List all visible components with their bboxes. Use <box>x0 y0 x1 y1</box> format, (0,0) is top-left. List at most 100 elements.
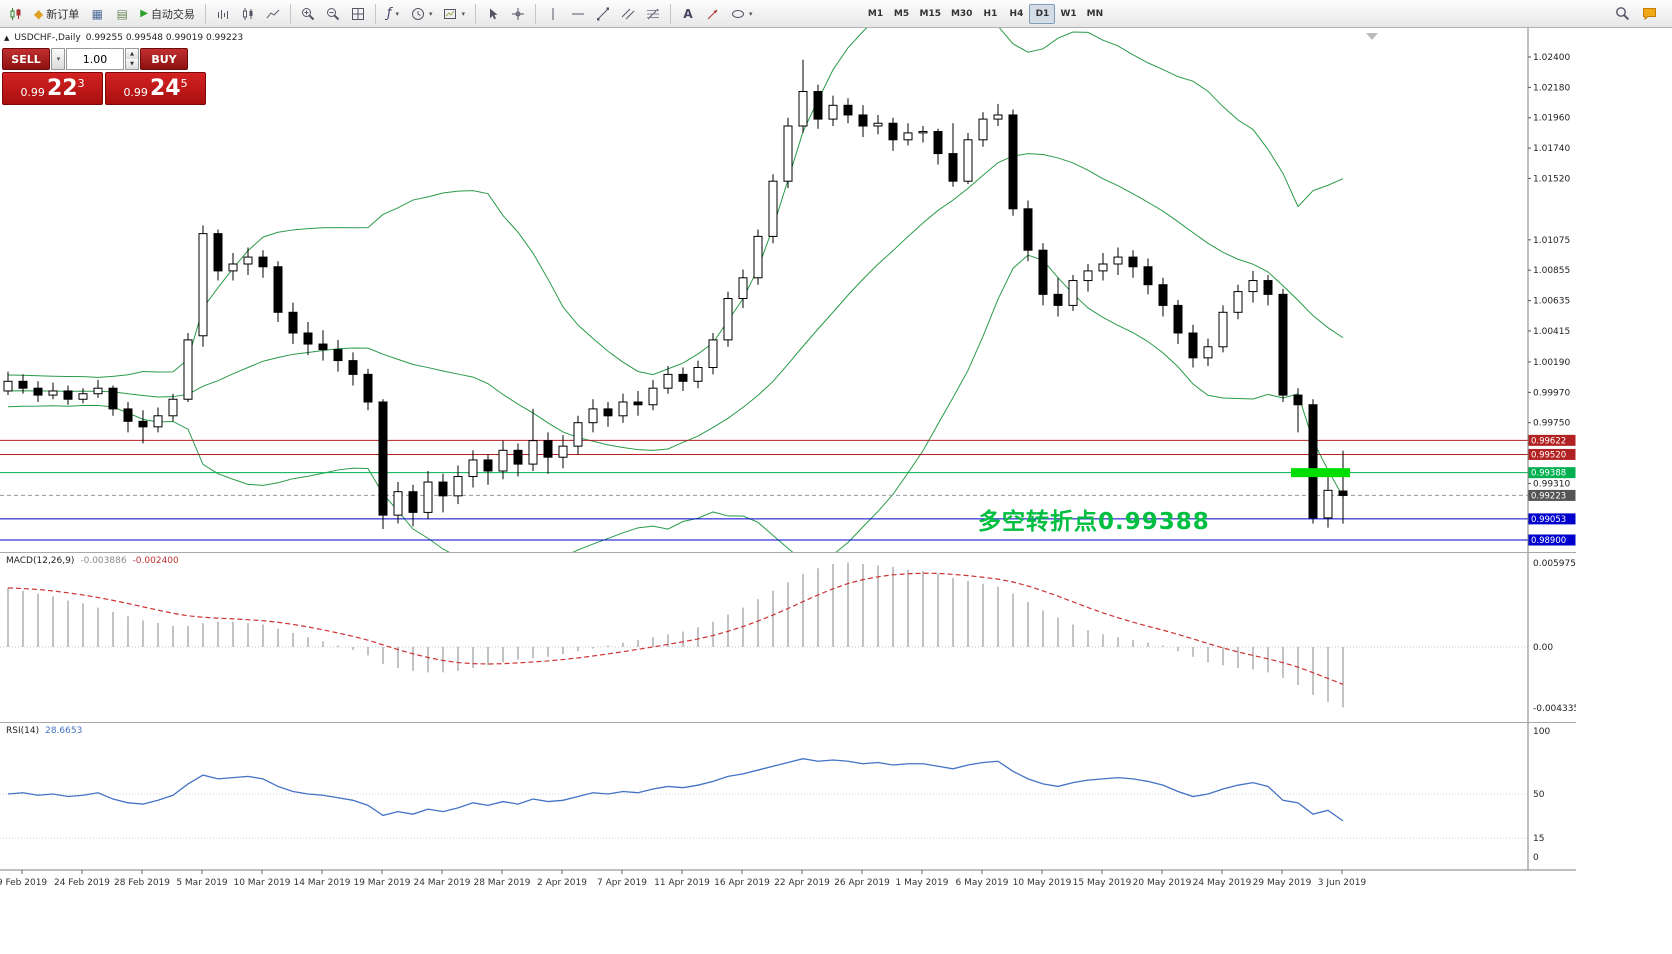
timeframe-button-d1[interactable]: D1 <box>1029 3 1056 24</box>
svg-text:1.02400: 1.02400 <box>1533 53 1570 63</box>
zoom-in-button[interactable] <box>296 3 320 25</box>
navigator-icon: ▤ <box>116 6 128 21</box>
date-label: 19 Mar 2019 <box>353 878 410 888</box>
buy-button[interactable]: BUY <box>140 48 188 70</box>
macd-axis-label: 0.00 <box>1533 643 1553 653</box>
sell-price-point: 3 <box>77 77 85 90</box>
macd-axis-label: -0.004335 <box>1533 704 1576 714</box>
lot-increase-button[interactable]: ▲ <box>126 49 138 59</box>
turning-point-marker[interactable] <box>1291 468 1350 478</box>
cursor-button[interactable] <box>481 3 505 25</box>
horizontal-line-button[interactable] <box>566 3 590 25</box>
chevron-down-icon: ▾ <box>56 55 61 63</box>
level-lines[interactable] <box>0 439 1528 541</box>
timeframe-button-w1[interactable]: W1 <box>1060 8 1077 19</box>
price-tag: 0.99388 <box>1528 467 1576 479</box>
svg-text:1.01520: 1.01520 <box>1533 174 1570 184</box>
sell-button[interactable]: SELL <box>2 48 50 70</box>
timeframe-button-h1[interactable]: H1 <box>983 8 998 19</box>
community-chat-button[interactable] <box>1637 3 1662 25</box>
collapse-one-click-icon[interactable]: ▲ <box>4 34 10 42</box>
trendline-button[interactable] <box>591 3 615 25</box>
arrow-tool-button[interactable] <box>701 3 725 25</box>
svg-text:0.99622: 0.99622 <box>1531 436 1566 446</box>
chevron-down-icon: ▾ <box>395 9 399 18</box>
vertical-line-button[interactable] <box>541 3 565 25</box>
candlestick-chart-button[interactable] <box>236 3 260 25</box>
date-label: 22 Apr 2019 <box>774 878 830 888</box>
date-label: 1 May 2019 <box>896 878 949 888</box>
line-chart-button[interactable] <box>261 3 285 25</box>
price-tag: 0.99622 <box>1528 434 1576 446</box>
svg-text:1.00635: 1.00635 <box>1533 297 1570 307</box>
autotrading-button[interactable]: ▶ 自动交易 <box>135 3 200 25</box>
text-tool-button[interactable]: A <box>676 3 700 25</box>
date-label: 24 Feb 2019 <box>54 878 110 888</box>
text-tool-icon: A <box>683 6 693 21</box>
chart-region: 1.02400 1.02180 1.01960 1.01740 1.01520 1.010… <box>0 28 1672 954</box>
timeframe-group: M1 M5 M15 M30 H1 H4 D1 W1 MN <box>862 3 1108 24</box>
market-watch-button[interactable]: ▦ <box>85 3 109 25</box>
timeframe-button-m30[interactable]: M30 <box>950 8 973 19</box>
shapes-button[interactable]: ▾ <box>726 3 758 25</box>
market-watch-icon: ▦ <box>91 6 103 21</box>
rsi-name: RSI(14) <box>6 726 40 736</box>
new-order-label: 新订单 <box>46 7 80 21</box>
horizontal-line-icon <box>571 13 584 14</box>
navigator-button[interactable]: ▤ <box>110 3 134 25</box>
lot-dropdown-button[interactable]: ▾ <box>51 48 65 70</box>
date-label: 20 May 2019 <box>1133 878 1192 888</box>
zoom-out-button[interactable] <box>321 3 345 25</box>
chart-canvas[interactable]: 1.02400 1.02180 1.01960 1.01740 1.01520 1.010… <box>0 28 1576 894</box>
price-tag: 0.98900 <box>1528 534 1576 546</box>
autotrading-label: 自动交易 <box>150 7 195 21</box>
rsi-axis-label: 50 <box>1533 790 1545 800</box>
buy-price-pips: 24 <box>149 75 181 101</box>
date-label: 28 Feb 2019 <box>114 878 170 888</box>
timeframe-button-m1[interactable]: M1 <box>867 8 884 19</box>
templates-button[interactable]: ▾ <box>438 3 470 25</box>
fibonacci-button[interactable] <box>641 3 665 25</box>
sell-price-tile[interactable]: 0.99 22 3 <box>2 72 103 105</box>
panel-separator[interactable] <box>0 552 1576 556</box>
panel-separator[interactable] <box>0 722 1576 726</box>
search-button[interactable] <box>1610 3 1635 25</box>
vertical-line-icon <box>552 7 554 20</box>
lot-size-input[interactable] <box>66 48 124 70</box>
buy-price-tile[interactable]: 0.99 24 5 <box>105 72 206 105</box>
template-icon <box>444 8 457 19</box>
date-label: 6 May 2019 <box>956 878 1009 888</box>
chart-shift-marker <box>1366 33 1378 40</box>
zoom-in-icon <box>301 7 315 20</box>
equidistant-channel-button[interactable] <box>616 3 640 25</box>
bollinger-bands <box>7 28 1344 552</box>
channel-icon <box>621 8 635 19</box>
new-order-button[interactable]: ◆ 新订单 <box>29 3 84 25</box>
one-click-trading-panel: SELL ▾ ▲ ▼ BUY 0.99 22 3 0.99 24 5 <box>2 48 206 105</box>
rsi-axis-label: 15 <box>1533 834 1544 844</box>
timeframe-button-m5[interactable]: M5 <box>893 8 910 19</box>
crosshair-button[interactable] <box>506 3 530 25</box>
indicators-button[interactable]: ƒ ▾ <box>381 3 405 25</box>
svg-text:1.02180: 1.02180 <box>1533 83 1570 93</box>
chat-bubble-icon <box>1643 8 1656 21</box>
timeframe-button-h4[interactable]: H4 <box>1009 8 1024 19</box>
macd-axis-label: 0.005975 <box>1533 559 1576 569</box>
price-axis: 1.02400 1.02180 1.01960 1.01740 1.01520 1.010… <box>1528 53 1570 489</box>
bar-chart-button[interactable] <box>211 3 235 25</box>
chevron-down-icon: ▾ <box>461 9 465 18</box>
periods-button[interactable]: ▾ <box>406 3 438 25</box>
svg-text:0.99520: 0.99520 <box>1531 450 1566 460</box>
candles <box>3 59 1348 529</box>
tile-windows-button[interactable] <box>346 3 370 25</box>
line-chart-icon <box>266 9 280 18</box>
autotrading-play-icon: ▶ <box>140 7 148 19</box>
price-tag: 0.99520 <box>1528 448 1576 460</box>
timeframe-button-mn[interactable]: MN <box>1086 8 1104 19</box>
shapes-icon <box>731 9 744 18</box>
price-tag: 0.99223 <box>1528 489 1576 501</box>
lot-decrease-button[interactable]: ▼ <box>126 59 138 69</box>
timeframe-button-m15[interactable]: M15 <box>919 8 941 19</box>
date-axis: 9 Feb 2019 24 Feb 2019 28 Feb 2019 5 Mar 20… <box>0 870 1366 888</box>
rsi-value: 28.6653 <box>45 726 83 736</box>
